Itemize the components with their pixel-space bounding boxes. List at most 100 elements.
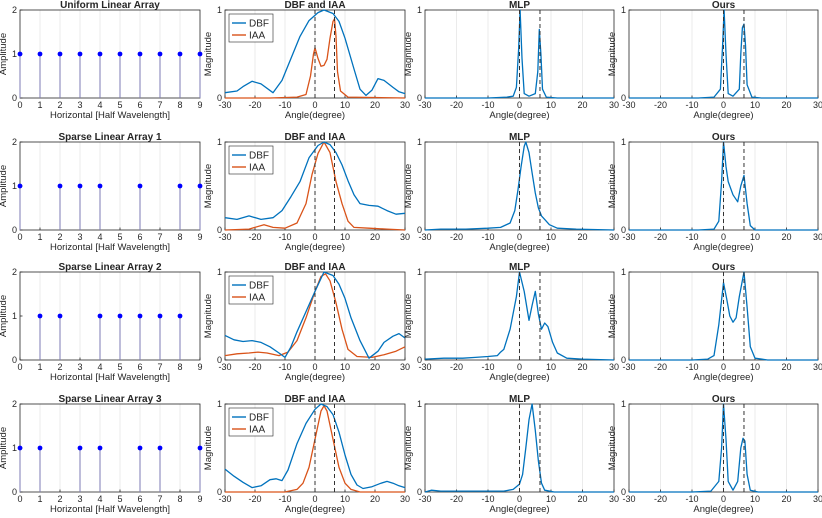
y-tick-label: 0 — [417, 355, 422, 365]
x-tick-label: 7 — [157, 362, 162, 372]
subplot-title: DBF and IAA — [284, 0, 345, 11]
subplot-r1-c2: -30 -20 -10 0 10 20 30 0 1 DBF and IAA Angle(degre… — [203, 0, 410, 121]
x-tick-label: -20 — [248, 494, 261, 504]
y-axis-label: Amplitude — [0, 165, 9, 207]
y-axis-label: Magnitude — [607, 164, 618, 208]
x-tick-label: 4 — [97, 100, 102, 110]
y-axis-label: Amplitude — [0, 427, 9, 469]
dbf-spectrum-line — [224, 271, 406, 359]
subplot-r1-c3: -30 -20 -10 0 10 20 30 0 1 MLP Angle(degree) Magnit… — [403, 0, 619, 121]
array-element-marker — [137, 445, 143, 451]
iaa-spectrum-line — [225, 18, 406, 99]
x-axis-label: Angle(degree) — [489, 242, 549, 253]
x-tick-label: 0 — [312, 232, 317, 242]
mlp-spectrum-line — [424, 141, 615, 231]
x-tick-label: -20 — [248, 232, 261, 242]
x-tick-label: -10 — [685, 232, 698, 242]
subplot-r2-c3: -30 -20 -10 0 10 20 30 0 1 MLP Angle(degree) Magnit… — [403, 132, 619, 253]
x-tick-label: 2 — [57, 494, 62, 504]
y-tick-label: 1 — [217, 399, 222, 409]
x-tick-label: -30 — [418, 494, 431, 504]
mlp-spectrum-line — [425, 9, 614, 99]
array-element-marker — [37, 51, 43, 57]
subplot-r4-c1: 0 1 2 3 4 5 6 7 8 9 0 1 2 Sparse Linear Array 3 Horizo… — [0, 394, 203, 515]
x-tick-label: 10 — [546, 232, 556, 242]
array-element-marker — [17, 445, 23, 451]
x-tick-label: 0 — [312, 362, 317, 372]
x-tick-label: -20 — [654, 232, 667, 242]
x-tick-label: -20 — [654, 100, 667, 110]
x-axis-label: Angle(degree) — [693, 372, 753, 383]
x-tick-label: 9 — [197, 232, 202, 242]
y-axis-label: Magnitude — [203, 426, 214, 470]
subplot-r2-c1: 0 1 2 3 4 5 6 7 8 9 0 1 2 Sparse Linear Array 1 Horizo… — [0, 132, 203, 253]
x-axis-label: Angle(degree) — [285, 504, 345, 515]
array-element-marker — [57, 183, 63, 189]
array-element-marker — [97, 313, 103, 319]
y-tick-label: 1 — [621, 5, 626, 15]
y-tick-label: 2 — [12, 5, 17, 15]
x-tick-label: -10 — [685, 494, 698, 504]
array-element-marker — [197, 445, 203, 451]
x-tick-label: 20 — [781, 100, 791, 110]
ours-spectrum-line — [629, 271, 818, 361]
y-tick-label: 1 — [12, 443, 17, 453]
x-tick-label: 7 — [157, 232, 162, 242]
x-tick-label: 10 — [750, 362, 760, 372]
x-tick-label: -20 — [450, 362, 463, 372]
array-element-marker — [97, 445, 103, 451]
x-tick-label: 0 — [517, 362, 522, 372]
x-tick-label: -30 — [418, 362, 431, 372]
subplot-title: MLP — [509, 394, 530, 405]
x-tick-label: 20 — [370, 494, 380, 504]
x-axis-label: Angle(degree) — [285, 372, 345, 383]
x-tick-label: 30 — [609, 232, 619, 242]
x-tick-label: -20 — [654, 494, 667, 504]
array-element-marker — [37, 445, 43, 451]
subplot-title: DBF and IAA — [284, 394, 345, 405]
array-element-marker — [197, 183, 203, 189]
x-tick-label: 5 — [117, 100, 122, 110]
x-tick-label: -10 — [278, 362, 291, 372]
y-tick-label: 1 — [621, 137, 626, 147]
x-tick-label: -30 — [418, 232, 431, 242]
x-tick-label: 20 — [577, 494, 587, 504]
x-axis-label: Horizontal [Half Wavelength] — [50, 372, 170, 383]
x-tick-label: -30 — [418, 100, 431, 110]
array-element-marker — [97, 51, 103, 57]
legend-label-iaa: IAA — [249, 163, 265, 174]
array-element-marker — [177, 313, 183, 319]
x-axis-label: Angle(degree) — [489, 110, 549, 121]
x-tick-label: 8 — [177, 494, 182, 504]
x-tick-label: 20 — [577, 100, 587, 110]
x-tick-label: -30 — [218, 232, 231, 242]
x-tick-label: 3 — [77, 232, 82, 242]
x-tick-label: 5 — [117, 494, 122, 504]
x-tick-label: 10 — [750, 100, 760, 110]
x-tick-label: 5 — [117, 362, 122, 372]
x-tick-label: -20 — [248, 100, 261, 110]
x-tick-label: 0 — [517, 232, 522, 242]
x-tick-label: 10 — [546, 100, 556, 110]
x-tick-label: -20 — [450, 232, 463, 242]
x-tick-label: 10 — [340, 232, 350, 242]
x-tick-label: 10 — [546, 494, 556, 504]
x-tick-label: 10 — [546, 362, 556, 372]
dbf-spectrum-line — [224, 403, 406, 490]
subplot-title: DBF and IAA — [284, 132, 345, 143]
y-axis-label: Magnitude — [403, 164, 414, 208]
array-element-marker — [117, 51, 123, 57]
array-element-marker — [137, 313, 143, 319]
array-element-marker — [197, 51, 203, 57]
legend-label-dbf: DBF — [249, 281, 269, 292]
y-tick-label: 0 — [217, 93, 222, 103]
y-axis-label: Magnitude — [607, 426, 618, 470]
x-tick-label: 9 — [197, 362, 202, 372]
x-tick-label: -30 — [622, 232, 635, 242]
y-tick-label: 0 — [217, 225, 222, 235]
x-tick-label: 30 — [400, 362, 410, 372]
subplot-title: Ours — [712, 132, 736, 143]
